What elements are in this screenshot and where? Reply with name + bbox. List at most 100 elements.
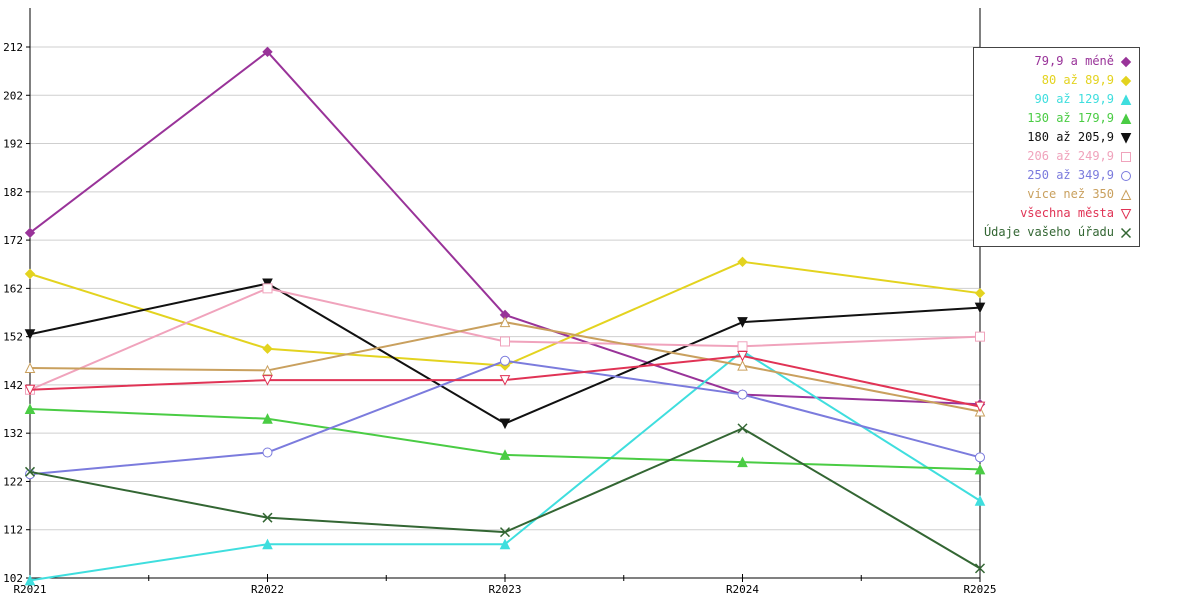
legend-triangle-up-icon: [1120, 112, 1132, 124]
legend-item: 79,9 a méně: [984, 52, 1133, 71]
chart-legend: 79,9 a méně 80 až 89,9 90 až 129,9 130 až 1…: [972, 47, 1140, 247]
triangle-down-marker: [499, 418, 511, 430]
triangle-up-marker: [1120, 93, 1132, 105]
legend-item: 250 až 349,9: [984, 166, 1133, 185]
triangle-up-marker: [499, 449, 511, 460]
triangle-up-marker: [499, 316, 511, 328]
x-cross-marker: [974, 563, 986, 574]
legend-label: Údaje vašeho úřadu: [983, 225, 1114, 239]
series-line: [29, 282, 981, 425]
legend-label: 180 až 205,9: [1027, 130, 1114, 144]
legend-item: 80 až 89,9: [984, 71, 1133, 90]
square-marker: [262, 283, 273, 294]
legend-diamond-icon: [1120, 75, 1132, 86]
x-tick-label: R2025: [963, 583, 996, 596]
legend-triangle-up-icon: [1120, 188, 1132, 200]
triangle-up-marker: [262, 364, 273, 376]
y-tick-label: 212: [3, 41, 23, 54]
triangle-down-marker: [24, 329, 36, 340]
triangle-down-marker: [974, 302, 986, 314]
y-tick-label: 142: [3, 379, 23, 392]
legend-triangle-down-icon: [1120, 208, 1132, 220]
triangle-up-marker: [737, 359, 748, 371]
legend-label: 79,9 a méně: [1034, 54, 1114, 68]
triangle-up-marker: [1120, 188, 1132, 200]
diamond-marker: [737, 256, 748, 268]
y-tick-label: 162: [3, 282, 23, 295]
legend-triangle-down-icon: [1120, 132, 1132, 144]
y-tick-label: 202: [3, 89, 23, 102]
legend-label: 250 až 349,9: [1027, 168, 1114, 182]
legend-label: 130 až 179,9: [1027, 111, 1114, 125]
circle-marker: [975, 452, 985, 463]
diamond-marker: [262, 343, 273, 354]
legend-rows: 79,9 a méně 80 až 89,9 90 až 129,9 130 až 1…: [984, 52, 1133, 242]
legend-label: 206 až 249,9: [1027, 149, 1114, 163]
triangle-up-marker: [1120, 112, 1132, 124]
x-cross-marker: [737, 423, 748, 434]
legend-triangle-up-icon: [1120, 93, 1132, 105]
series-line: [29, 50, 981, 406]
y-tick-label: 152: [3, 331, 23, 344]
x-tick-label: R2022: [251, 583, 284, 596]
legend-label: více než 350: [1027, 187, 1114, 201]
diamond-marker: [1120, 56, 1132, 67]
y-tick-label: 102: [3, 572, 23, 585]
diamond-marker: [1120, 75, 1132, 86]
legend-label: 90 až 129,9: [1034, 92, 1114, 106]
circle-marker: [262, 447, 273, 458]
triangle-down-marker: [24, 384, 36, 396]
legend-square-icon: [1121, 151, 1131, 162]
square-marker: [1121, 151, 1131, 162]
legend-item: 180 až 205,9: [984, 128, 1133, 147]
square-marker: [737, 341, 748, 352]
square-marker: [975, 331, 985, 342]
y-tick-label: 192: [3, 138, 23, 151]
triangle-down-marker: [262, 375, 273, 386]
triangle-down-marker: [974, 401, 986, 413]
triangle-up-marker: [499, 538, 511, 550]
diamond-marker: [262, 46, 273, 58]
triangle-up-marker: [24, 403, 36, 415]
square-marker: [500, 336, 510, 347]
diamond-marker: [974, 287, 986, 299]
triangle-down-marker: [1120, 132, 1132, 144]
triangle-up-marker: [262, 413, 273, 424]
x-cross-marker: [499, 527, 511, 538]
triangle-down-marker: [737, 317, 748, 328]
y-tick-label: 132: [3, 427, 23, 440]
triangle-up-marker: [24, 362, 36, 374]
legend-item: 90 až 129,9: [984, 90, 1133, 109]
triangle-down-marker: [737, 350, 748, 362]
y-tick-label: 112: [3, 524, 23, 537]
x-cross-marker: [1120, 227, 1132, 238]
circle-marker: [737, 389, 748, 400]
circle-marker: [500, 355, 510, 366]
circle-marker: [1121, 170, 1131, 181]
triangle-up-marker: [974, 495, 986, 506]
legend-circle-icon: [1121, 170, 1131, 181]
y-tick-label: 172: [3, 234, 23, 247]
y-tick-label: 182: [3, 186, 23, 199]
legend-item: více než 350: [984, 185, 1133, 204]
x-cross-marker: [262, 512, 273, 523]
legend-x-cross-icon: [1120, 227, 1132, 238]
x-cross-marker: [24, 466, 36, 477]
legend-item: 130 až 179,9: [984, 109, 1133, 128]
diamond-marker: [24, 268, 36, 280]
legend-label: 80 až 89,9: [1041, 73, 1114, 87]
x-tick-label: R2023: [488, 583, 521, 596]
x-tick-label: R2024: [726, 583, 759, 596]
y-tick-label: 122: [3, 475, 23, 488]
legend-label: všechna města: [1020, 206, 1114, 220]
triangle-up-marker: [737, 456, 748, 468]
legend-diamond-icon: [1120, 56, 1132, 67]
legend-item: Údaje vašeho úřadu: [984, 223, 1133, 242]
triangle-down-marker: [1120, 208, 1132, 220]
triangle-up-marker: [974, 463, 986, 475]
triangle-up-marker: [262, 538, 273, 550]
x-tick-label: R2021: [13, 583, 46, 596]
diamond-marker: [24, 227, 36, 239]
